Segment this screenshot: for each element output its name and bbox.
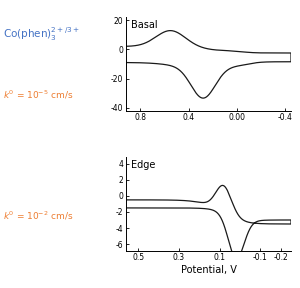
Text: Basal: Basal — [131, 20, 158, 30]
Text: Edge: Edge — [131, 160, 155, 170]
X-axis label: Potential, V: Potential, V — [181, 265, 236, 275]
Text: $k^0$ = 10$^{-2}$ cm/s: $k^0$ = 10$^{-2}$ cm/s — [3, 210, 73, 222]
Text: Co(phen)$_3^{2+/3+}$: Co(phen)$_3^{2+/3+}$ — [3, 26, 80, 43]
Text: $k^0$ = 10$^{-5}$ cm/s: $k^0$ = 10$^{-5}$ cm/s — [3, 89, 73, 101]
